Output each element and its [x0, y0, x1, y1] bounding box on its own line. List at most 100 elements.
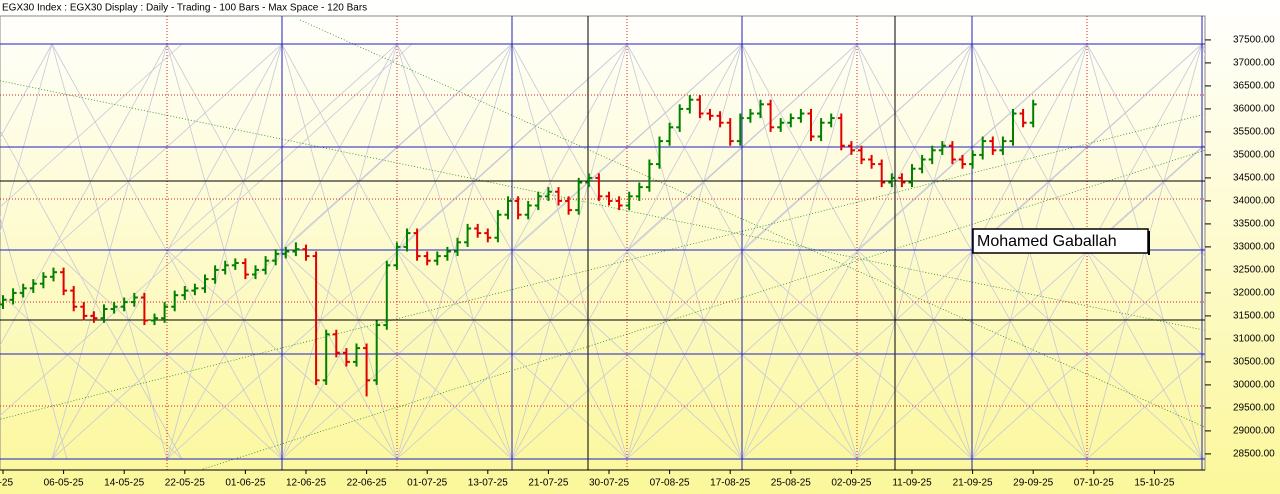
ohlc-bar	[605, 191, 613, 206]
ohlc-bar	[342, 348, 350, 367]
ohlc-bar	[625, 191, 633, 211]
ohlc-bar	[959, 154, 966, 169]
ohlc-bar	[39, 272, 47, 289]
ohlc-bar	[161, 302, 169, 323]
y-tick-label: 37000.00	[1233, 58, 1275, 69]
x-tick-label: 22-05-25	[165, 478, 205, 489]
ohlc-bar	[888, 173, 896, 188]
ohlc-bar	[989, 136, 997, 155]
x-tick-label: 22-06-25	[347, 478, 387, 489]
ohlc-bar	[817, 118, 825, 142]
ohlc-bar	[827, 113, 835, 128]
ohlc-bar	[524, 200, 532, 220]
y-tick-label: 36000.00	[1233, 104, 1275, 115]
ohlc-bar	[120, 297, 128, 312]
ohlc-bar	[1009, 108, 1017, 146]
x-tick-label: 30-07-25	[589, 478, 629, 489]
ohlc-bar	[494, 210, 502, 243]
gann-line	[0, 215, 68, 460]
x-tick-label: 06-05-25	[44, 478, 84, 489]
ohlc-bar	[0, 295, 7, 310]
x-tick-label: 25-08-25	[771, 478, 811, 489]
ohlc-bar	[191, 283, 199, 296]
ohlc-bar	[969, 150, 977, 169]
ohlc-bar	[585, 173, 593, 188]
ohlc-bar	[90, 311, 98, 323]
ohlc-bar	[595, 173, 603, 201]
ohlc-bar	[454, 237, 461, 257]
ohlc-bar	[979, 136, 987, 160]
ohlc-bar	[151, 313, 158, 326]
ohlc-bar	[292, 242, 300, 257]
ohlc-bar	[252, 265, 259, 280]
y-tick-label: 30500.00	[1233, 357, 1275, 368]
ohlc-bar	[696, 95, 704, 119]
gann-line	[0, 43, 53, 139]
ohlc-bar	[514, 196, 522, 220]
gann-line	[0, 43, 53, 234]
ohlc-bar	[767, 99, 775, 132]
ohlc-bar	[140, 292, 148, 326]
ohlc-bar	[645, 159, 653, 192]
ohlc-bar	[272, 249, 280, 266]
x-tick-label: 07-08-25	[650, 478, 690, 489]
annotation-box	[972, 228, 1149, 254]
x-tick-label: 4-25	[0, 478, 13, 489]
ohlc-bar	[181, 286, 189, 300]
ohlc-bar	[807, 108, 815, 142]
gann-line	[1086, 352, 1205, 460]
y-tick-label: 35500.00	[1233, 127, 1275, 138]
ohlc-bar	[50, 267, 57, 282]
ohlc-bar	[1029, 99, 1037, 128]
x-tick-label: 01-06-25	[225, 478, 265, 489]
ohlc-bar	[100, 304, 108, 323]
ohlc-bar	[312, 251, 320, 385]
gann-diagonal	[199, 149, 1205, 470]
ohlc-bar	[241, 258, 249, 280]
ohlc-bar	[534, 191, 542, 211]
ohlc-bar	[171, 290, 179, 312]
ohlc-bar	[908, 164, 916, 188]
ohlc-bar	[918, 154, 926, 174]
ohlc-bar	[80, 302, 88, 321]
ohlc-bar	[29, 279, 37, 293]
ohlc-bar	[666, 122, 674, 146]
x-tick-label: 14-05-25	[104, 478, 144, 489]
ohlc-bar	[201, 274, 209, 293]
y-tick-label: 30000.00	[1233, 380, 1275, 391]
x-tick-label: 07-10-25	[1074, 478, 1114, 489]
ohlc-bar	[504, 196, 512, 220]
ohlc-bar	[777, 118, 785, 132]
y-tick-label: 32500.00	[1233, 265, 1275, 276]
gann-line	[741, 43, 973, 460]
ohlc-bar	[70, 286, 78, 312]
ohlc-bar	[736, 113, 744, 146]
ohlc-bar	[383, 260, 391, 330]
x-tick-label: 17-08-25	[710, 478, 750, 489]
ohlc-bar	[60, 267, 68, 296]
ohlc-bar	[484, 228, 492, 243]
gann-line	[0, 43, 168, 347]
gann-line	[166, 43, 283, 460]
ohlc-bar	[110, 302, 118, 314]
ohlc-bar	[746, 108, 754, 123]
ohlc-bar	[898, 173, 906, 188]
ohlc-bar	[413, 228, 421, 261]
gann-line	[281, 43, 398, 460]
ohlc-bar	[797, 108, 805, 123]
ohlc-bar	[443, 246, 451, 261]
y-tick-label: 29500.00	[1233, 403, 1275, 414]
gann-line	[0, 129, 183, 460]
ohlc-bar	[544, 187, 552, 201]
ohlc-bar	[130, 292, 138, 307]
x-tick-label: 15-10-25	[1134, 478, 1174, 489]
ohlc-bar	[403, 228, 411, 252]
x-tick-label: 11-09-25	[892, 478, 932, 489]
ohlc-bar	[999, 136, 1007, 155]
ohlc-bar	[847, 141, 855, 155]
y-tick-label: 34000.00	[1233, 196, 1275, 207]
gann-line	[511, 43, 628, 460]
ohlc-bar	[676, 104, 684, 132]
ohlc-bar	[433, 251, 441, 266]
y-tick-label: 37500.00	[1233, 35, 1275, 46]
